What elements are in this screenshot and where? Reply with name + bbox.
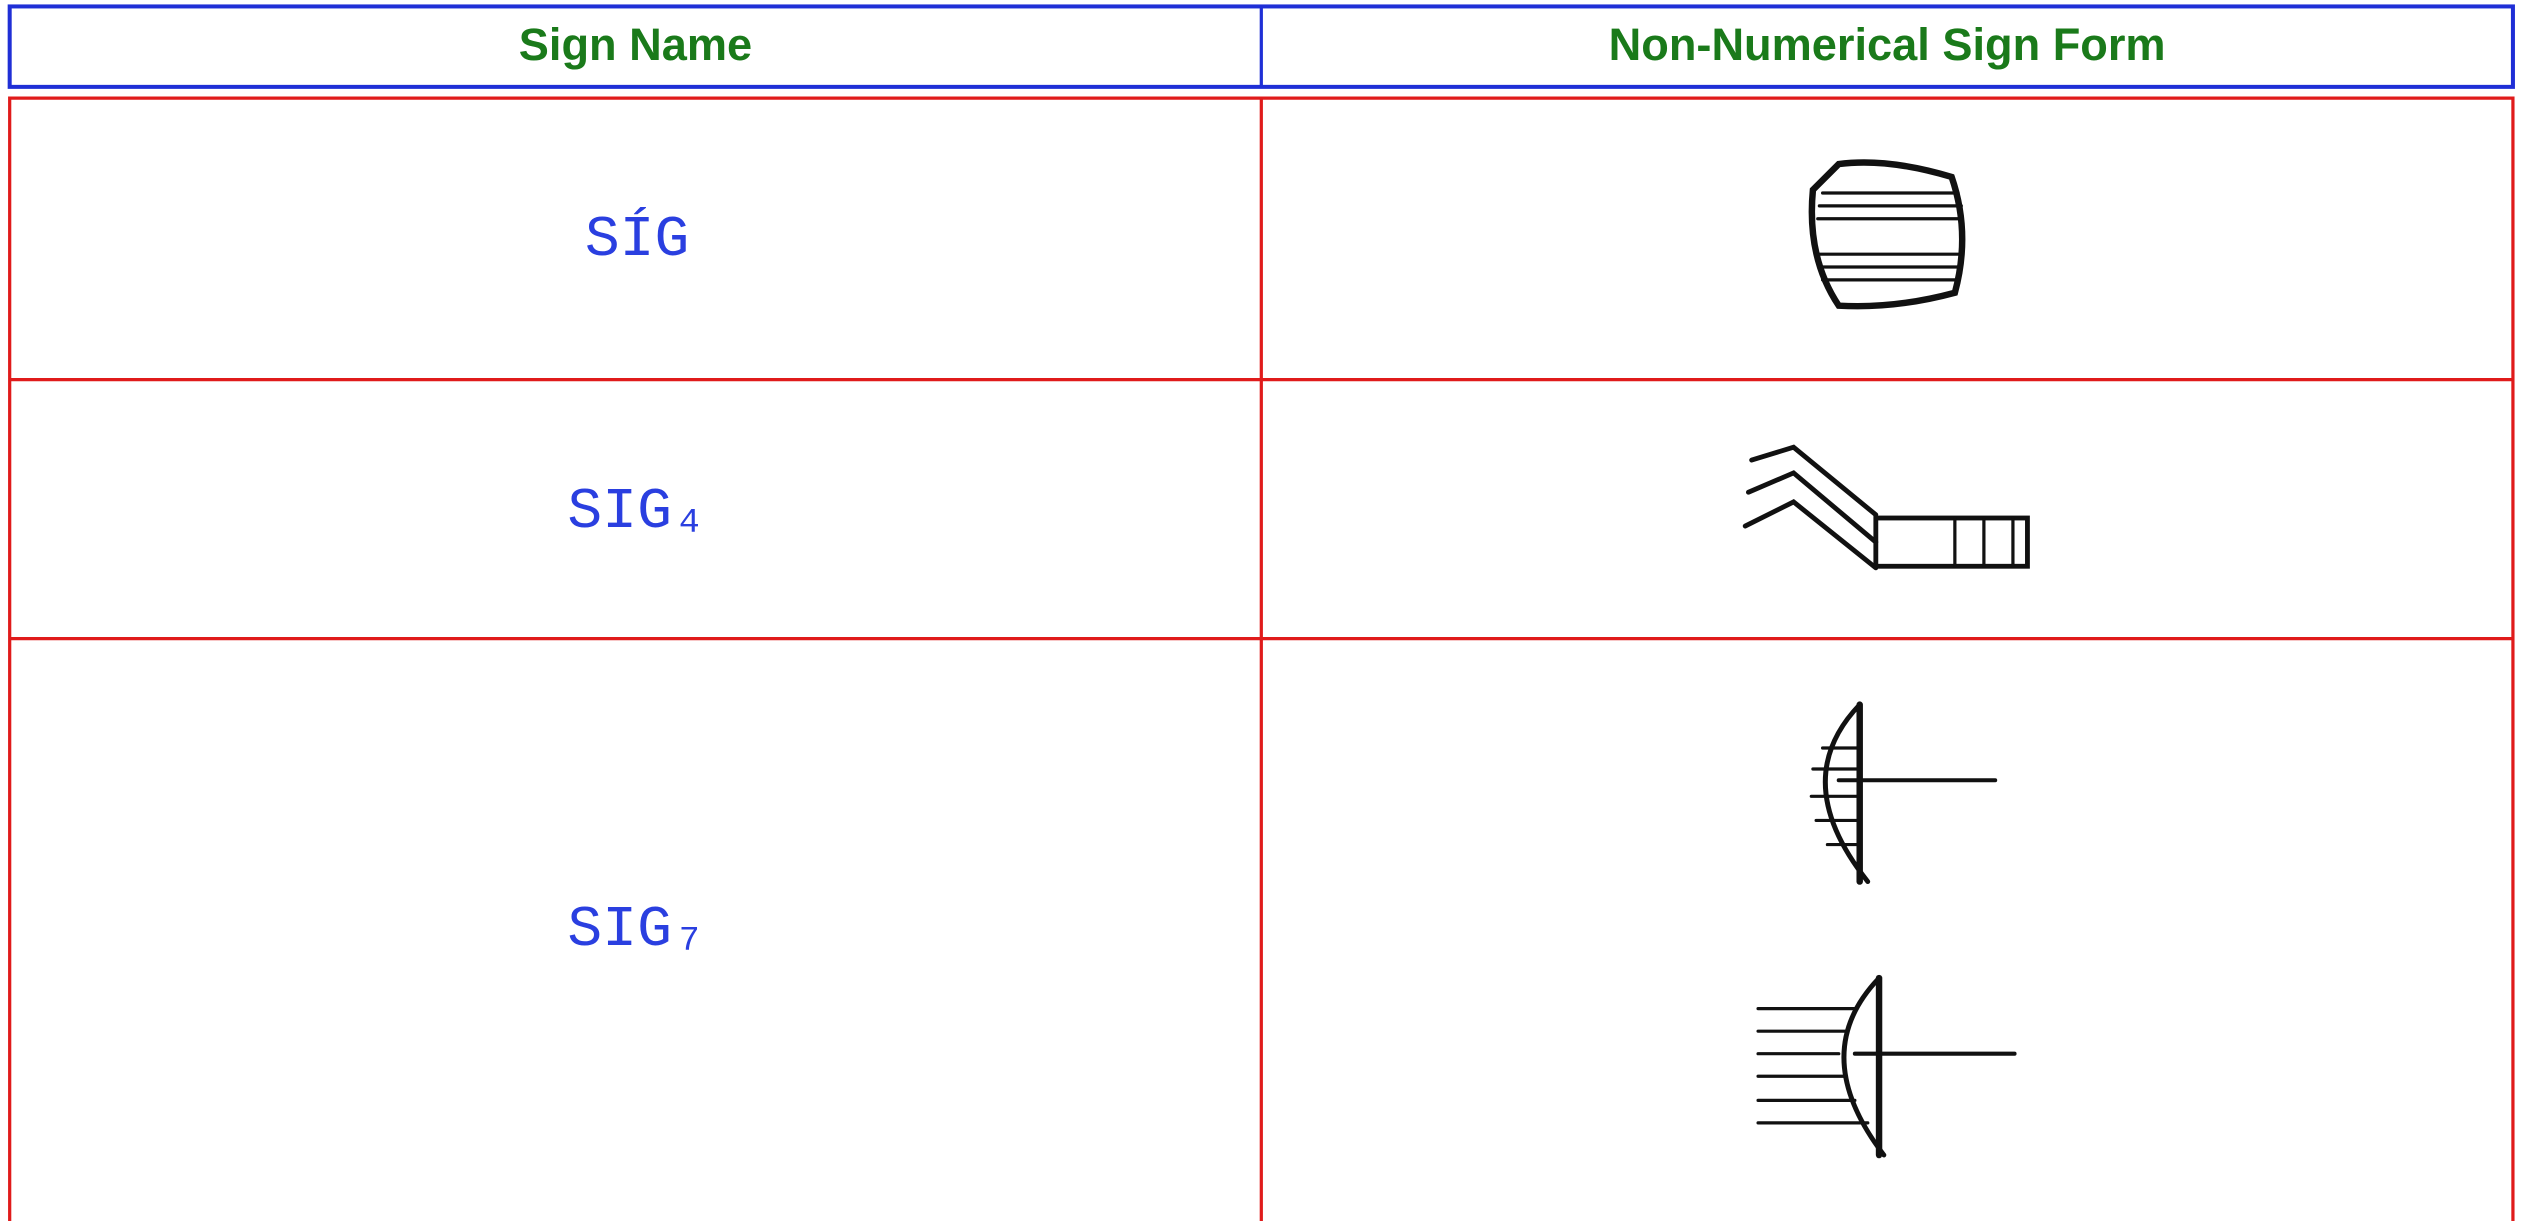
sign-name: SIG₇ (567, 898, 706, 963)
sign-name: SÍG (585, 207, 690, 273)
sign-name: SIG₄ (567, 480, 706, 545)
sign-form (1756, 974, 2017, 1159)
sign-form (1742, 444, 2030, 571)
header-cell: Sign Name (519, 19, 752, 70)
sign-form (1808, 159, 1966, 310)
table-borders (8, 96, 2515, 1221)
sign-form (1809, 701, 1998, 885)
header-cell: Non-Numerical Sign Form (1609, 19, 2166, 70)
